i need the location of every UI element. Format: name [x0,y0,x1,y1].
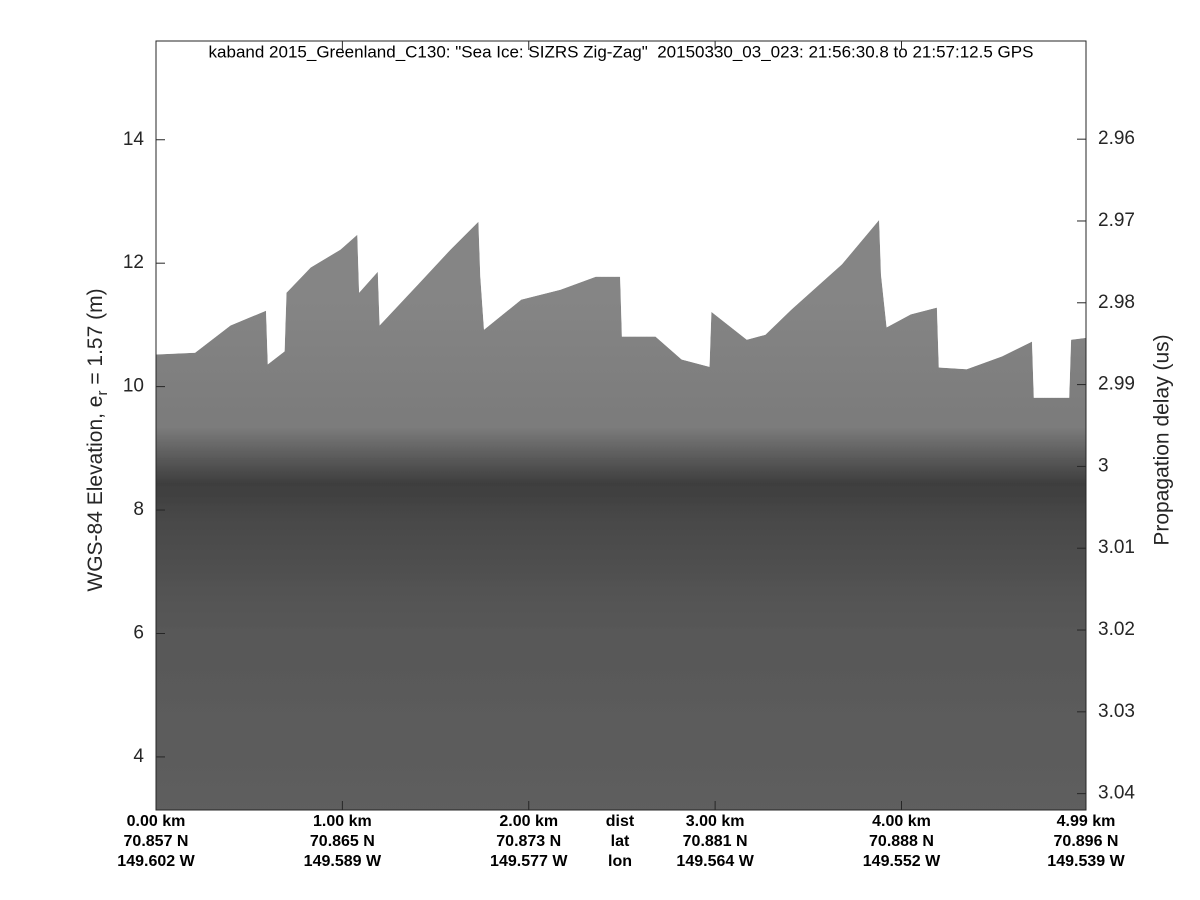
chart-title: kaband 2015_Greenland_C130: "Sea Ice: SI… [209,42,1034,61]
x-tick-lat: 70.873 N [496,833,561,850]
y2-tick-label: 3.02 [1098,619,1135,640]
echogram [156,220,1086,810]
x-tick-label: 3.00 km [686,813,745,830]
x-tick-lat: 70.865 N [310,833,375,850]
x-tick-lat: 70.881 N [683,833,748,850]
x-tick-lon: 149.589 W [304,853,382,870]
x-tick-lon: 149.602 W [117,853,195,870]
y2-tick-label: 3.04 [1098,783,1135,804]
y-tick-label: 4 [133,746,144,767]
y2-tick-label: 2.99 [1098,374,1135,395]
x-tick-label: 2.00 km [499,813,558,830]
x-tick-lat: 70.888 N [869,833,934,850]
y-label-part: WGS-84 Elevation, e [84,396,107,592]
x-tick-label: 1.00 km [313,813,372,830]
y2-tick-label: 2.98 [1098,292,1135,313]
y2-tick-label: 2.97 [1098,210,1135,231]
x-tick-lon: 149.552 W [863,853,941,870]
y2-tick-label: 3.03 [1098,701,1135,722]
y-label-subscript: r [94,391,111,396]
x-row-label: lon [608,853,632,870]
x-tick-lon: 149.564 W [676,853,754,870]
y-tick-label: 8 [133,499,144,520]
axes-frame [155,40,1087,811]
x-tick-label: 0.00 km [127,813,186,830]
x-tick-label: 4.99 km [1057,813,1116,830]
x-tick-label: 4.00 km [872,813,931,830]
x-tick-lat: 70.896 N [1054,833,1119,850]
x-tick-lon: 149.539 W [1047,853,1125,870]
y-tick-label: 14 [123,129,145,150]
x-tick-lat: 70.857 N [124,833,189,850]
x-row-label: lat [611,833,630,850]
x-row-label: dist [606,813,635,830]
y-axis-label: WGS-84 Elevation, er = 1.57 (m) [84,288,111,591]
y-tick-label: 10 [123,376,144,397]
x-tick-lon: 149.577 W [490,853,568,870]
y2-tick-label: 3.01 [1098,537,1135,558]
y2-axis-label: Propagation delay (us) [1151,334,1174,545]
y2-tick-label: 2.96 [1098,128,1135,149]
y-tick-label: 6 [133,623,144,644]
y-tick-label: 12 [123,252,144,273]
y2-tick-label: 3 [1098,455,1109,476]
y-label-part: = 1.57 (m) [84,288,107,390]
